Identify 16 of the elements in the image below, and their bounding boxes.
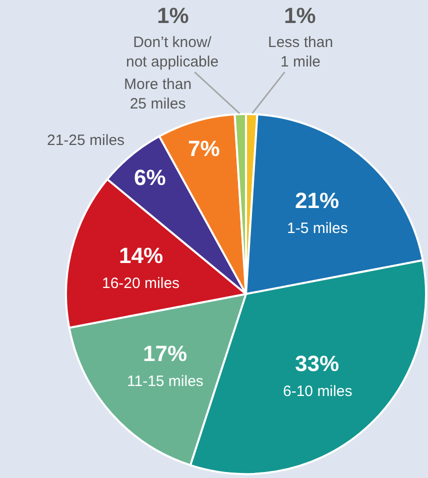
data-label: 17%	[143, 341, 188, 366]
data-label: 33%	[295, 351, 340, 376]
data-label: 21%	[295, 188, 340, 213]
slice-label: 16-20 miles	[102, 275, 180, 292]
slice-label: 6-10 miles	[283, 383, 352, 400]
slice-label: Don’t know/ not applicable	[126, 34, 219, 70]
data-label: 7%	[188, 136, 220, 161]
data-label: 1%	[157, 3, 189, 28]
data-label: 6%	[134, 165, 166, 190]
slice-label: 1-5 miles	[287, 220, 348, 237]
slice-label: Less than 1 mile	[268, 34, 334, 70]
slice-label: More than 25 miles	[124, 76, 192, 112]
slice-label: 21-25 miles	[47, 132, 125, 149]
slice-label: 11-15 miles	[127, 373, 204, 390]
data-label: 1%	[284, 3, 316, 28]
data-label: 14%	[119, 243, 164, 268]
